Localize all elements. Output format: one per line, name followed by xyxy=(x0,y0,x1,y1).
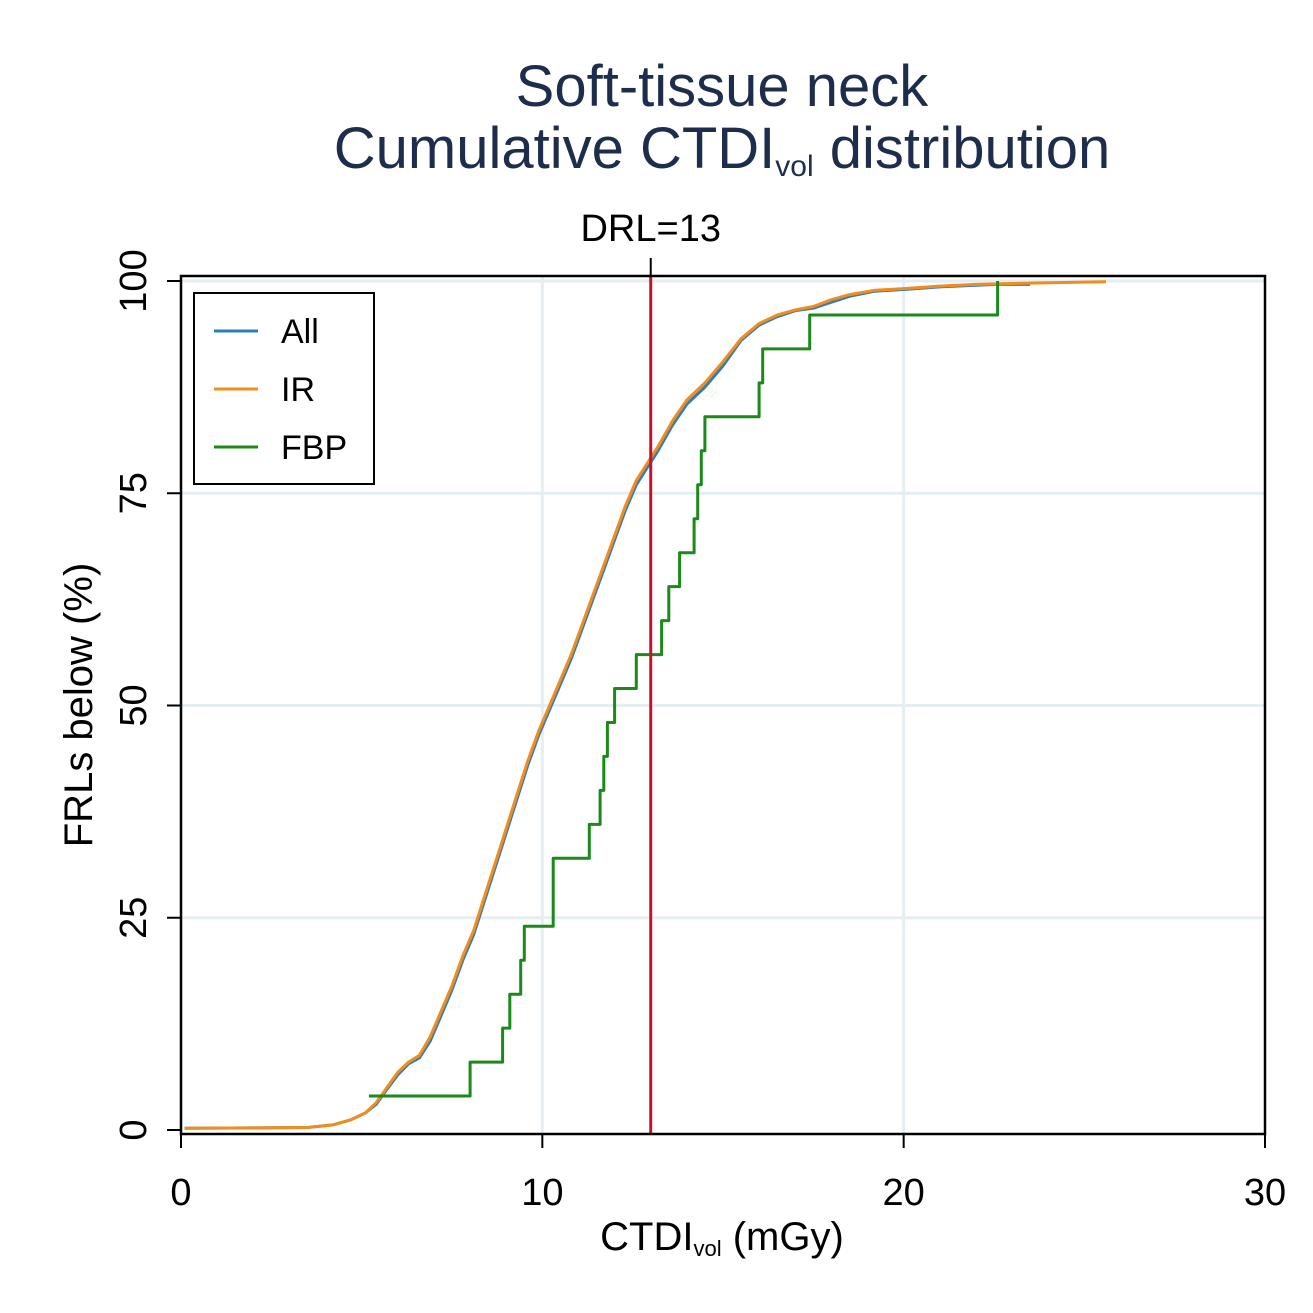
chart-title-line2-main: Cumulative CTDI xyxy=(334,116,776,181)
x-tick-label: 30 xyxy=(1244,1172,1286,1214)
x-tick-label: 0 xyxy=(170,1172,191,1214)
x-axis-label-main: CTDI xyxy=(600,1215,693,1259)
x-axis-label-tail: (mGy) xyxy=(722,1215,844,1259)
chart-title-line2: Cumulative CTDIvol distribution xyxy=(334,116,1111,183)
y-tick-label: 0 xyxy=(113,1119,155,1140)
legend-items: All IR FBP xyxy=(214,313,347,467)
y-tick-label: 100 xyxy=(113,249,155,312)
series-line-fbp xyxy=(368,281,1000,1098)
reference-line-layer: DRL=13 xyxy=(580,208,721,1134)
y-tick-label: 50 xyxy=(113,684,155,726)
y-tick-label: 75 xyxy=(113,472,155,514)
series-line-ir xyxy=(184,280,1107,1130)
axis-layer: 0 10 20 30 0 25 50 75 100 xyxy=(113,249,1286,1214)
drl-label: DRL=13 xyxy=(580,208,720,250)
x-tick-label: 20 xyxy=(883,1172,925,1214)
x-axis-label: CTDIvol (mGy) xyxy=(600,1215,844,1261)
x-tick-label: 10 xyxy=(521,1172,563,1214)
chart-title-line1: Soft-tissue neck xyxy=(516,54,930,119)
legend-label-all: All xyxy=(281,313,319,351)
series-layer xyxy=(184,280,1107,1130)
x-axis-label-sub: vol xyxy=(694,1236,722,1261)
legend-label-ir: IR xyxy=(281,371,315,409)
grid-layer xyxy=(181,276,1265,1134)
chart-title-line2-sub: vol xyxy=(775,150,813,183)
legend: All IR FBP xyxy=(193,292,375,485)
y-axis-label: FRLs below (%) xyxy=(57,563,101,848)
chart-title-line2-tail: distribution xyxy=(814,116,1111,181)
legend-label-fbp: FBP xyxy=(281,429,347,467)
y-tick-label: 25 xyxy=(113,897,155,939)
